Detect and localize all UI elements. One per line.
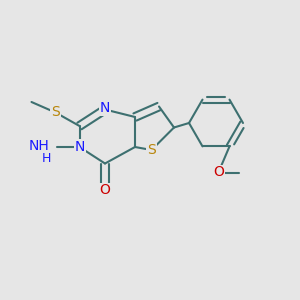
Text: N: N [75, 140, 85, 154]
Text: NH: NH [29, 139, 50, 152]
Text: O: O [213, 166, 224, 179]
Text: N: N [100, 101, 110, 115]
Text: S: S [51, 106, 60, 119]
Text: H: H [42, 152, 52, 165]
Text: S: S [147, 143, 156, 157]
Text: O: O [100, 184, 110, 197]
